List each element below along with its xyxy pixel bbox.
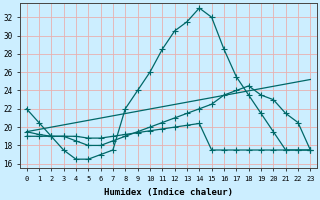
X-axis label: Humidex (Indice chaleur): Humidex (Indice chaleur) — [104, 188, 233, 197]
